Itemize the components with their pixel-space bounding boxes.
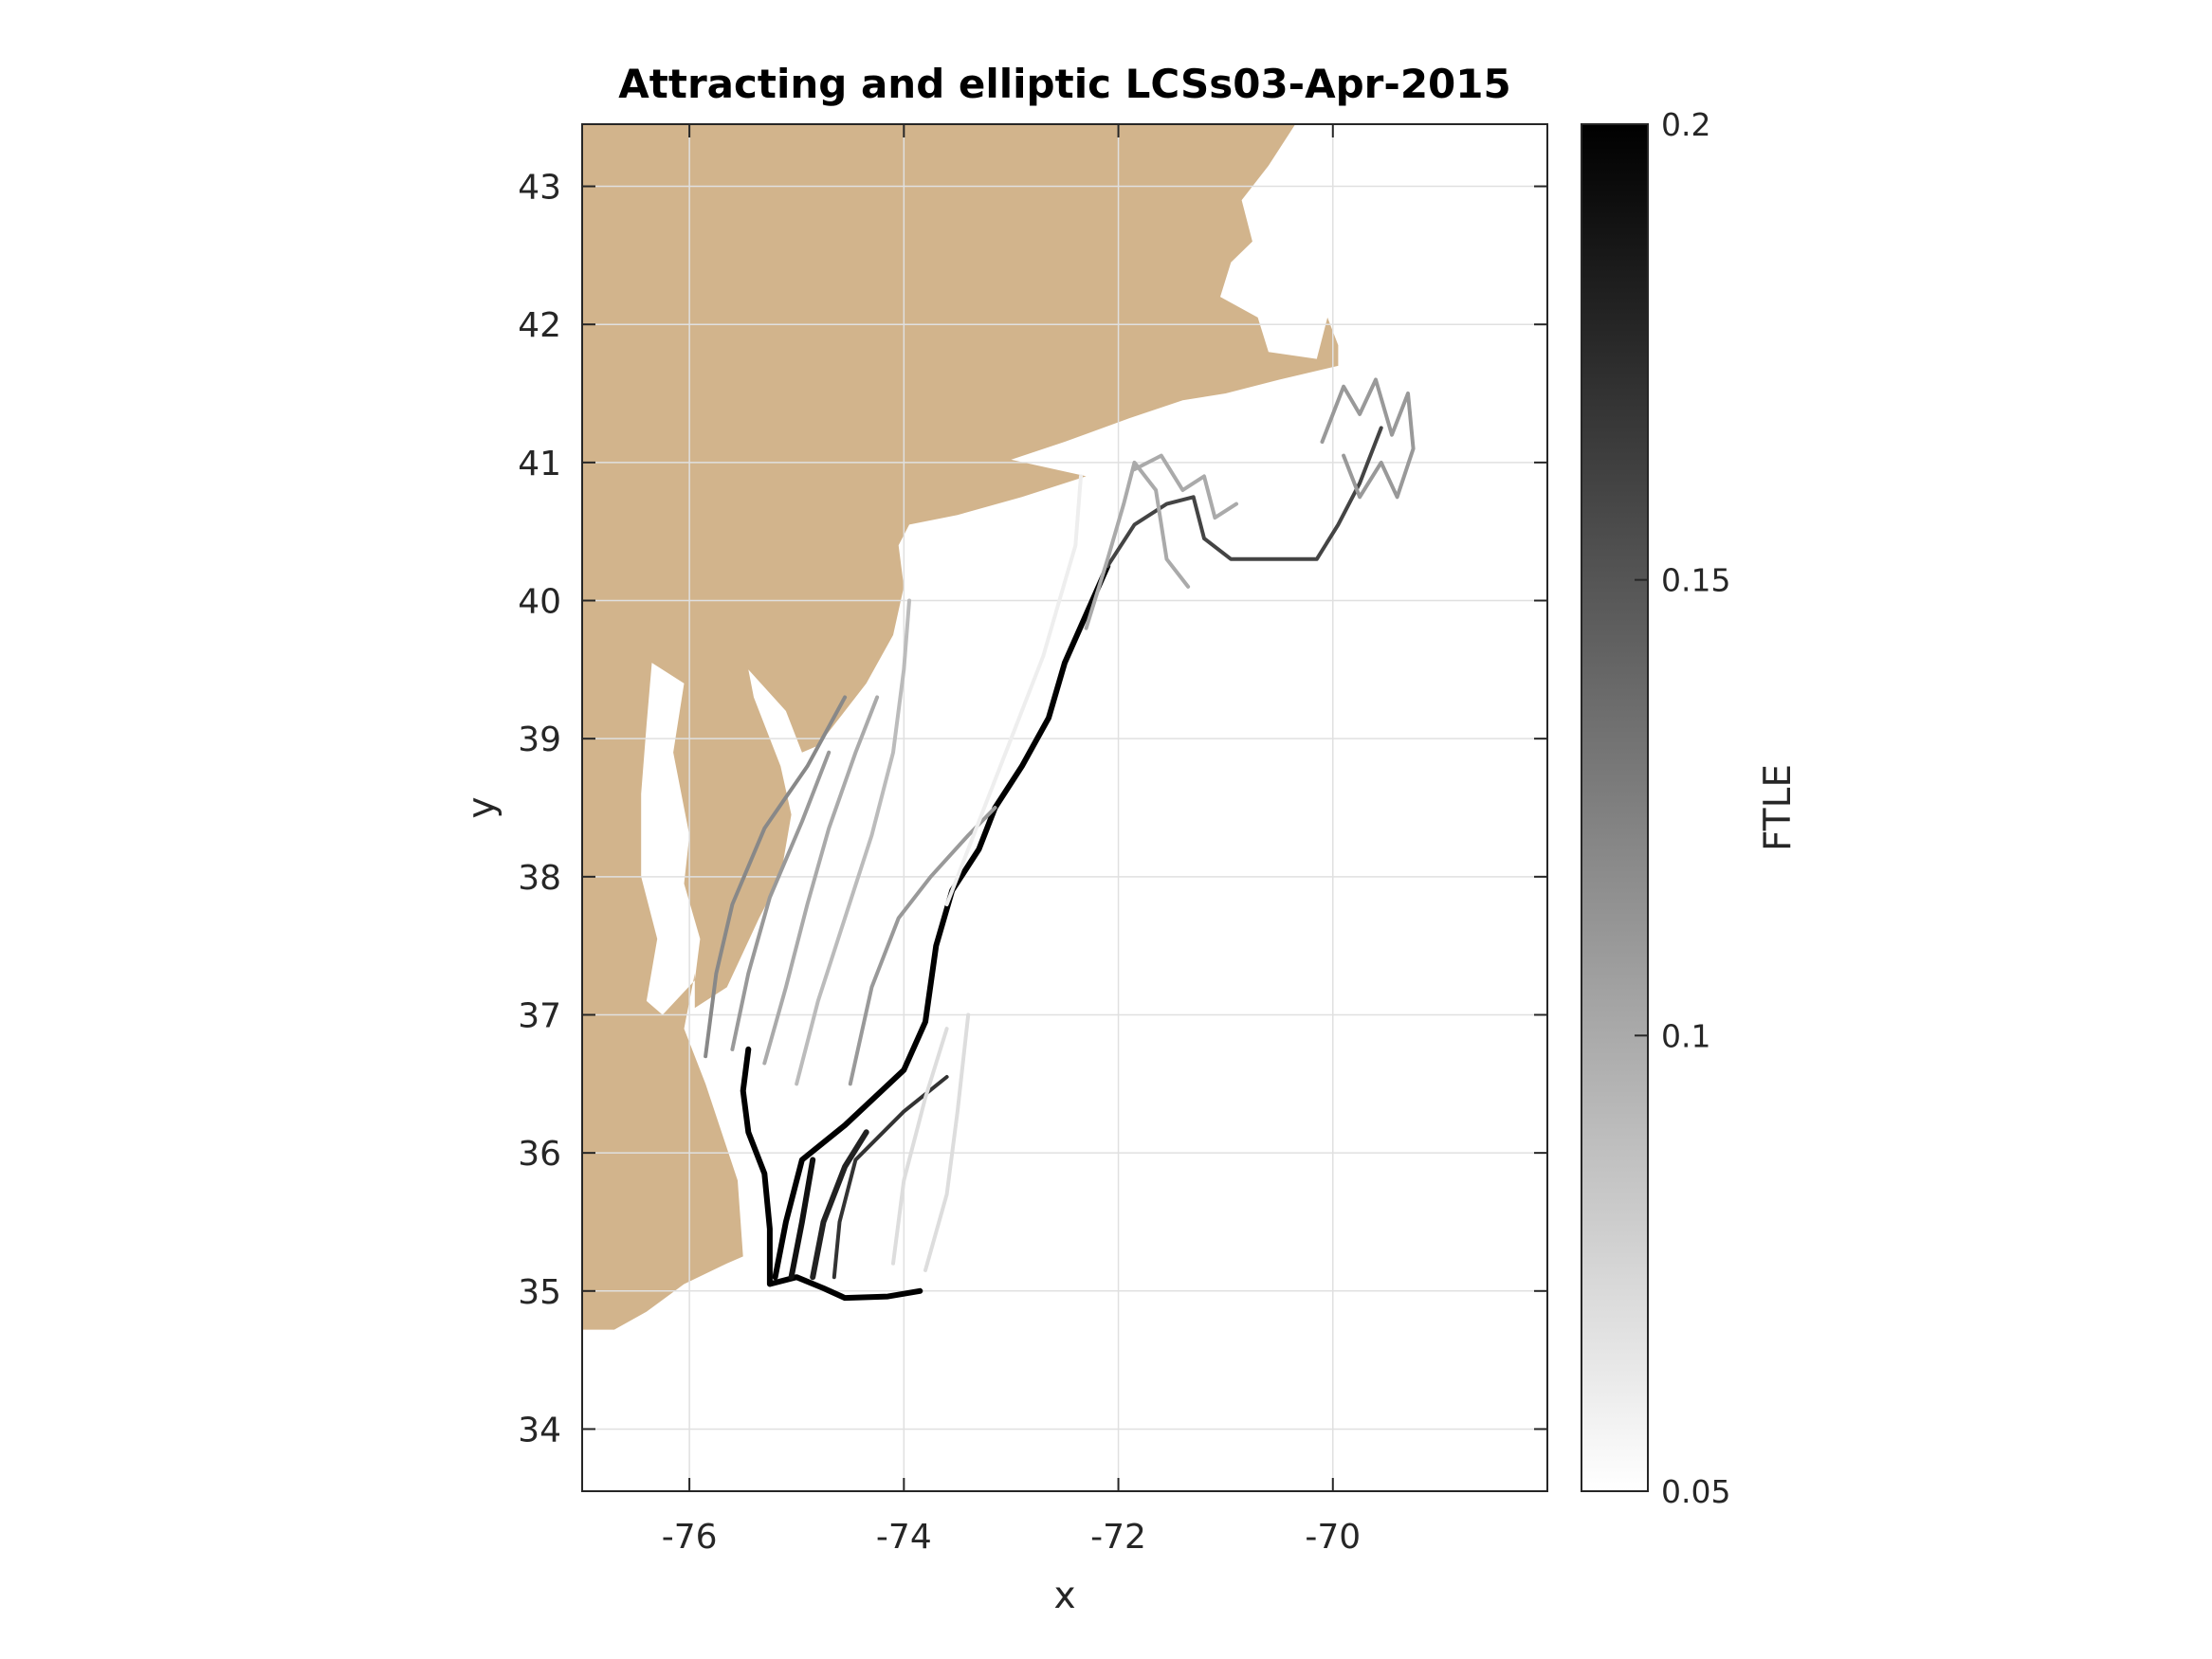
x-tick-label: -74 [876, 1518, 932, 1557]
land-mass [582, 124, 1339, 1330]
colorbar-axis: 0.05 0.1 0.15 0.2 [1635, 106, 1730, 1510]
colorbar-tick-label: 0.05 [1661, 1473, 1730, 1510]
y-tick-label: 34 [518, 1411, 561, 1449]
y-tick-label: 41 [518, 445, 561, 483]
y-tick-label: 42 [518, 306, 561, 345]
colorbar-tick-label: 0.15 [1661, 562, 1730, 599]
y-tick-label: 37 [518, 996, 561, 1035]
x-tick-label: -76 [662, 1518, 718, 1557]
y-tick-label: 39 [518, 720, 561, 759]
lcs-curve [848, 806, 997, 1086]
lcs-curve [923, 1012, 971, 1272]
plot-content [582, 124, 1547, 1491]
lcs-curve [762, 695, 880, 1066]
lcs-curve [704, 695, 848, 1059]
y-tick-label: 38 [518, 859, 561, 898]
lcs-curve [944, 474, 1083, 906]
colorbar [1581, 123, 1649, 1492]
lcs-curve [795, 598, 911, 1086]
lcs-curves [704, 377, 1416, 1302]
colorbar-tick-label: 0.2 [1661, 106, 1710, 143]
colorbar-tick-label: 0.1 [1661, 1017, 1710, 1054]
lcs-curve [891, 1027, 949, 1266]
x-axis: -76 -74 -72 -70 [662, 124, 1361, 1557]
lcs-curve [788, 1157, 816, 1281]
axes-box [581, 123, 1548, 1492]
lcs-curve [810, 1129, 869, 1281]
x-tick-label: -72 [1090, 1518, 1146, 1557]
lcs-curve [1320, 377, 1416, 500]
y-tick-label: 43 [518, 169, 561, 208]
lcs-curve [740, 1046, 923, 1302]
lcs-curve [832, 1075, 949, 1280]
x-tick-label: -70 [1305, 1518, 1361, 1557]
grid-lines [582, 124, 1547, 1491]
lcs-curve [1132, 453, 1238, 520]
x-axis-label: x [1053, 1575, 1075, 1617]
chart-title: Attracting and elliptic LCSs03-Apr-2015 [618, 61, 1510, 107]
y-tick-label: 35 [518, 1273, 561, 1312]
y-axis: 34 35 36 37 38 39 40 41 42 43 [518, 169, 1547, 1449]
lcs-curve [1084, 460, 1191, 630]
y-tick-label: 40 [518, 583, 561, 622]
y-axis-label: y [461, 796, 503, 818]
lcs-curve [730, 750, 832, 1051]
colorbar-label: FTLE [1757, 764, 1800, 851]
lcs-curve [1106, 426, 1383, 569]
y-tick-label: 36 [518, 1135, 561, 1174]
